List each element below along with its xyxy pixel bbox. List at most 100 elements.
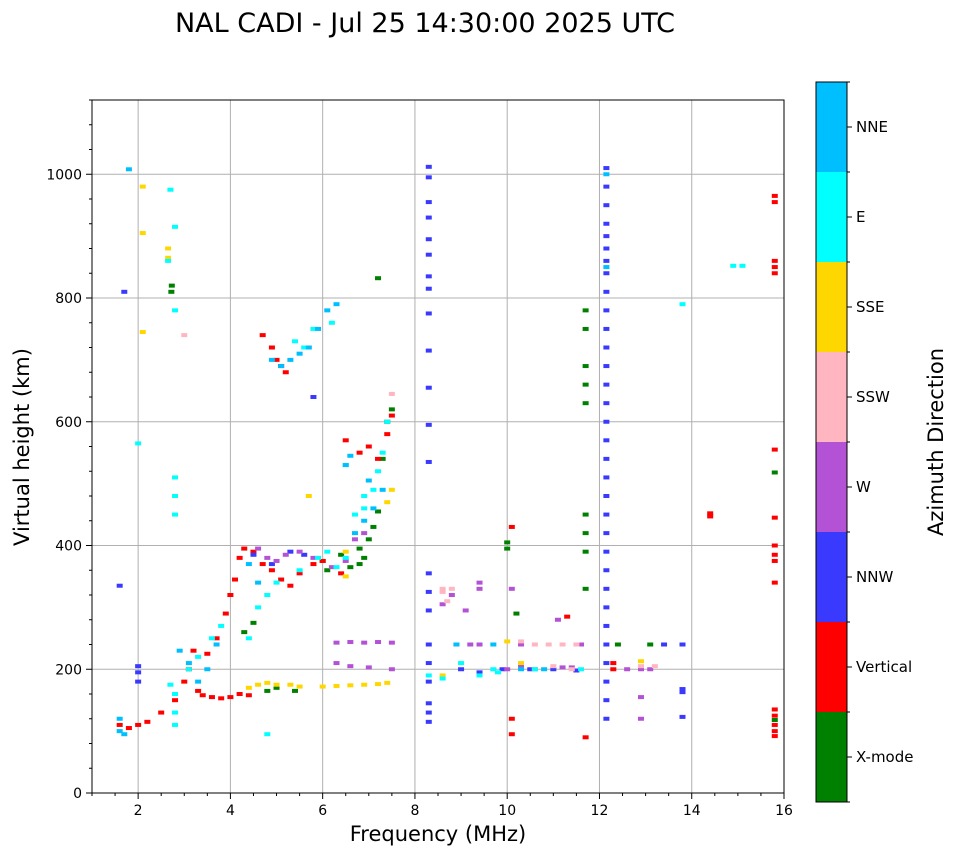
nne-point [278, 364, 285, 369]
e-point [739, 263, 746, 268]
nnw-point [425, 215, 432, 220]
x-mode-point [771, 717, 778, 722]
nnw-point [135, 670, 142, 675]
vertical-point [771, 543, 778, 548]
nne-point [453, 642, 460, 647]
nne-point [361, 518, 368, 523]
nnw-point [425, 348, 432, 353]
nnw-point [603, 438, 610, 443]
e-point [679, 302, 686, 307]
sse-point [388, 487, 395, 492]
nnw-point [425, 608, 432, 613]
sse-point [305, 494, 312, 498]
w-point [333, 661, 340, 666]
colorbar-segment [816, 82, 847, 172]
nnw-point [310, 395, 317, 399]
nnw-point [603, 271, 610, 276]
ssw-point [637, 664, 644, 669]
ssw-point [568, 667, 575, 672]
e-point [185, 667, 192, 672]
vertical-point [245, 693, 252, 698]
x-mode-point [582, 364, 589, 369]
y-axis-title: Virtual height (km) [10, 348, 34, 546]
nne-point [185, 661, 192, 666]
e-point [531, 667, 538, 672]
nnw-point [458, 667, 465, 672]
nnw-point [121, 289, 128, 294]
x-mode-point [241, 630, 248, 635]
w-point [448, 593, 455, 597]
x-mode-point [338, 552, 345, 557]
e-point [342, 555, 349, 560]
x-tick-label: 10 [498, 803, 516, 819]
nne-point [245, 562, 252, 567]
vertical-point [771, 552, 778, 557]
ssw-point [651, 664, 658, 669]
x-mode-point [365, 537, 372, 542]
nne-point [379, 487, 386, 492]
e-point [315, 555, 322, 560]
e-point [351, 512, 358, 517]
e-point [361, 506, 368, 511]
e-point [379, 450, 386, 455]
nne-point [195, 679, 202, 684]
nnw-point [287, 549, 294, 554]
sse-point [361, 682, 368, 687]
sse-point [342, 574, 349, 579]
e-point [425, 673, 432, 678]
sse-point [347, 683, 354, 688]
w-point [637, 667, 644, 672]
sse-point [384, 680, 391, 685]
nnw-point [603, 364, 610, 369]
vertical-point [213, 636, 220, 641]
e-point [375, 469, 382, 474]
vertical-point [282, 370, 289, 375]
x-tick-label: 16 [775, 803, 793, 819]
ssw-point [181, 333, 188, 338]
vertical-point [259, 333, 266, 338]
w-point [351, 537, 358, 542]
w-point [462, 608, 469, 613]
e-point [264, 593, 271, 597]
e-point [172, 308, 179, 313]
x-mode-point [168, 289, 175, 294]
w-point [264, 555, 271, 560]
e-point [195, 654, 202, 659]
e-point [264, 732, 271, 737]
vertical-point [771, 193, 778, 198]
nnw-point [679, 690, 686, 695]
w-point [637, 695, 644, 700]
w-point [388, 640, 395, 645]
e-point [328, 320, 335, 325]
nnw-point [425, 311, 432, 316]
nnw-point [603, 345, 610, 350]
nnw-point [603, 308, 610, 313]
colorbar-frame [815, 81, 848, 803]
nnw-point [425, 719, 432, 724]
nnw-point [603, 475, 610, 480]
x-tick-label: 8 [410, 803, 419, 819]
w-point [508, 586, 515, 591]
e-point [494, 670, 501, 675]
vertical-point [582, 735, 589, 740]
w-point [439, 602, 446, 607]
vertical-point [190, 648, 197, 653]
nnw-point [135, 679, 142, 684]
w-point [361, 531, 368, 536]
x-mode-point [582, 531, 589, 536]
colorbar-label: SSW [856, 388, 890, 406]
x-mode-point [250, 620, 257, 625]
x-mode-point [379, 456, 386, 461]
x-tick-label: 2 [134, 803, 143, 819]
nnw-point [603, 698, 610, 703]
e-point [370, 487, 377, 492]
vertical-point [771, 707, 778, 712]
vertical-point [771, 258, 778, 263]
vertical-point [259, 562, 266, 567]
x-mode-point [375, 276, 382, 281]
vertical-point [116, 722, 123, 727]
colorbar-segment [816, 712, 847, 802]
nne-point [255, 580, 262, 585]
w-point [365, 665, 372, 670]
nnw-point [603, 203, 610, 208]
